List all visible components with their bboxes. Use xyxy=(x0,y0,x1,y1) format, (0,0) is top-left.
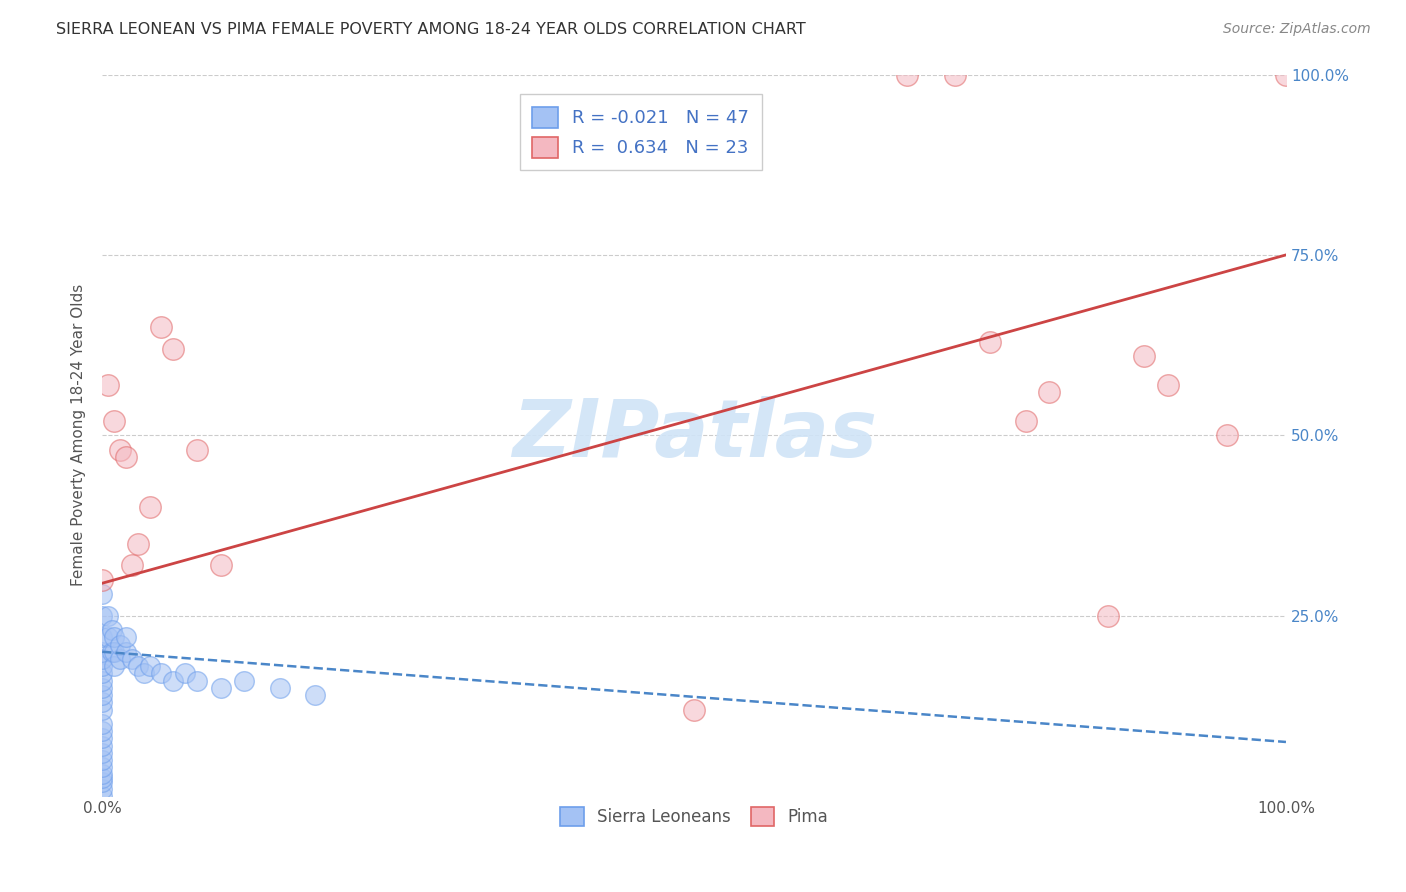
Point xyxy=(1038,384,1060,399)
Point xyxy=(174,666,197,681)
Point xyxy=(1275,68,1298,82)
Point xyxy=(896,68,918,82)
Point xyxy=(1133,349,1156,363)
Point xyxy=(91,608,114,623)
Point xyxy=(186,673,208,688)
Point xyxy=(162,342,184,356)
Point xyxy=(91,724,114,739)
Point xyxy=(304,688,326,702)
Point xyxy=(943,68,966,82)
Point xyxy=(97,631,120,645)
Point xyxy=(127,536,149,550)
Point xyxy=(186,442,208,457)
Point xyxy=(91,659,114,673)
Y-axis label: Female Poverty Among 18-24 Year Olds: Female Poverty Among 18-24 Year Olds xyxy=(72,285,86,586)
Point xyxy=(91,774,114,789)
Point xyxy=(108,652,131,666)
Legend: Sierra Leoneans, Pima: Sierra Leoneans, Pima xyxy=(551,798,837,835)
Point xyxy=(91,573,114,587)
Point xyxy=(115,645,138,659)
Point xyxy=(1156,377,1178,392)
Point xyxy=(91,631,114,645)
Point xyxy=(209,681,232,695)
Text: Source: ZipAtlas.com: Source: ZipAtlas.com xyxy=(1223,22,1371,37)
Point xyxy=(91,760,114,774)
Text: SIERRA LEONEAN VS PIMA FEMALE POVERTY AMONG 18-24 YEAR OLDS CORRELATION CHART: SIERRA LEONEAN VS PIMA FEMALE POVERTY AM… xyxy=(56,22,806,37)
Point xyxy=(150,666,173,681)
Point xyxy=(138,659,160,673)
Point xyxy=(91,731,114,746)
Point xyxy=(103,631,125,645)
Point xyxy=(91,666,114,681)
Point xyxy=(91,702,114,716)
Point xyxy=(91,695,114,709)
Point xyxy=(108,442,131,457)
Point xyxy=(97,608,120,623)
Point xyxy=(233,673,256,688)
Point xyxy=(150,320,173,334)
Point xyxy=(91,753,114,767)
Point xyxy=(683,702,706,716)
Point xyxy=(91,645,114,659)
Point xyxy=(100,645,122,659)
Point xyxy=(91,781,114,796)
Point xyxy=(1097,608,1119,623)
Point xyxy=(108,638,131,652)
Point xyxy=(100,623,122,637)
Point xyxy=(132,666,155,681)
Point xyxy=(979,334,1001,349)
Point xyxy=(1014,414,1036,428)
Point xyxy=(103,645,125,659)
Point xyxy=(91,771,114,785)
Point xyxy=(91,789,114,803)
Point xyxy=(269,681,291,695)
Point xyxy=(91,746,114,760)
Point xyxy=(91,767,114,781)
Point xyxy=(115,631,138,645)
Point xyxy=(209,558,232,573)
Point xyxy=(138,500,160,515)
Point xyxy=(103,659,125,673)
Point xyxy=(127,659,149,673)
Point xyxy=(121,652,143,666)
Point xyxy=(91,739,114,753)
Point xyxy=(1216,428,1239,442)
Point xyxy=(121,558,143,573)
Point xyxy=(91,688,114,702)
Point xyxy=(91,587,114,601)
Text: ZIPatlas: ZIPatlas xyxy=(512,396,876,475)
Point xyxy=(91,673,114,688)
Point xyxy=(91,652,114,666)
Point xyxy=(103,414,125,428)
Point xyxy=(97,377,120,392)
Point xyxy=(115,450,138,464)
Point xyxy=(91,681,114,695)
Point xyxy=(91,717,114,731)
Point xyxy=(162,673,184,688)
